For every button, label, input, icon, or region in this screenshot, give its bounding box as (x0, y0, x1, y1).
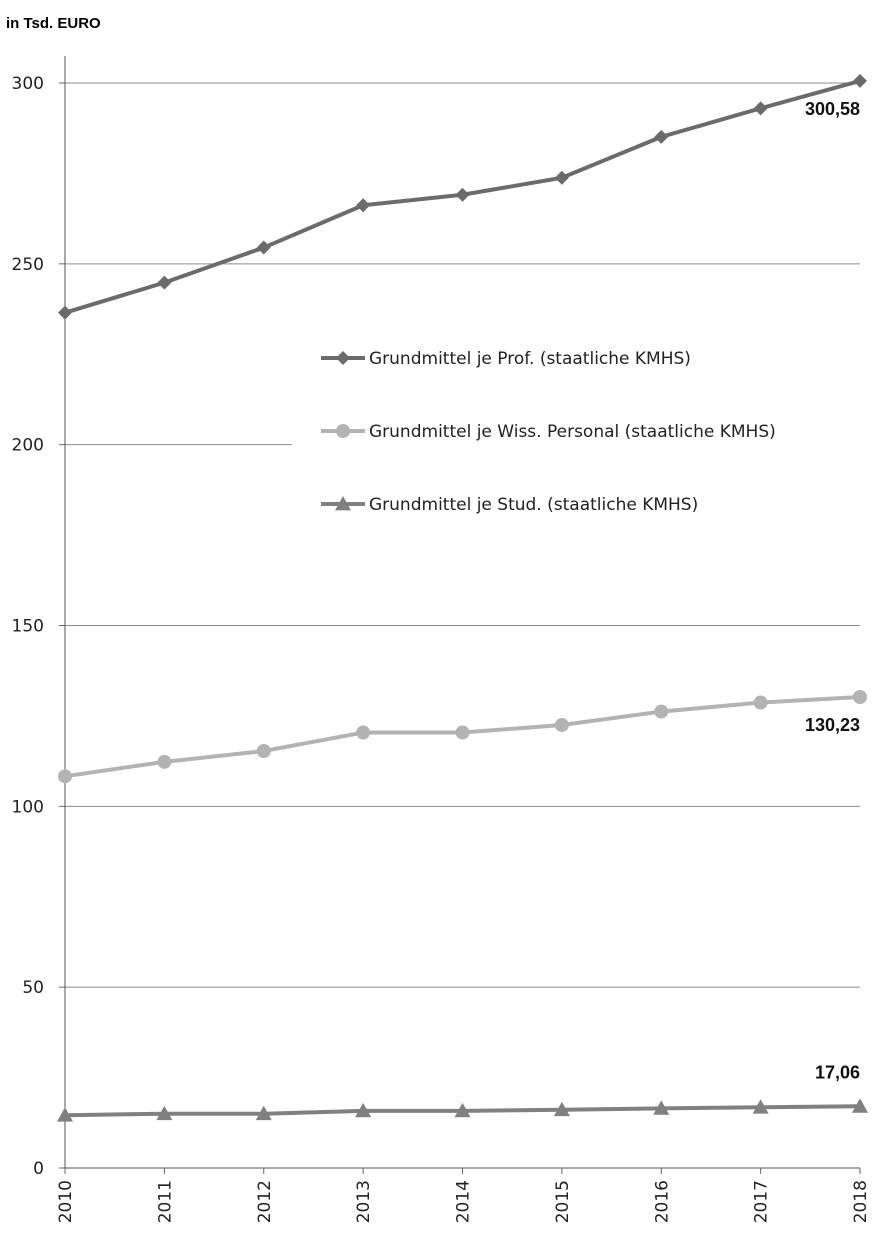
y-tick-label: 0 (33, 1159, 44, 1179)
data-point (554, 717, 569, 732)
data-point (58, 769, 72, 784)
data-labels: 300,58 130,23 17,06 (805, 99, 860, 1082)
data-point (753, 695, 768, 710)
data-point (553, 1101, 570, 1117)
series-lines (57, 73, 868, 1122)
end-value-label: 130,23 (805, 715, 860, 735)
x-tick-label: 2016 (652, 1180, 672, 1223)
x-tick-labels: 2010 2011 2012 2013 2014 2015 2016 2017 2018 (56, 1180, 871, 1223)
data-point (853, 73, 867, 88)
data-point (455, 187, 470, 202)
data-point (853, 690, 867, 705)
x-tick-label: 2014 (454, 1180, 474, 1223)
x-tick-label: 2018 (851, 1180, 871, 1223)
x-tick-label: 2012 (255, 1180, 275, 1223)
legend-marker (336, 351, 350, 365)
axes (59, 56, 861, 1174)
y-tick-label: 250 (12, 255, 44, 275)
data-point (256, 743, 271, 758)
data-point (852, 1098, 868, 1113)
y-tick-label: 300 (12, 74, 44, 94)
data-point (454, 1102, 471, 1118)
data-point (455, 725, 470, 740)
y-tick-label: 200 (12, 436, 44, 456)
y-tick-labels: 0 50 100 150 200 250 300 (12, 74, 44, 1179)
data-point (752, 1099, 769, 1114)
data-point (654, 129, 669, 144)
data-point (157, 754, 172, 769)
legend-entry: Grundmittel je Wiss. Personal (staatlich… (369, 422, 776, 442)
data-point (57, 1107, 73, 1122)
legend: Grundmittel je Prof. (staatliche KMHS) Gr… (321, 349, 776, 515)
y-tick-label: 50 (22, 978, 44, 998)
unit-label: in Tsd. EURO (6, 15, 101, 32)
legend-marker (335, 496, 351, 511)
data-point (356, 198, 371, 213)
data-point (157, 275, 172, 290)
x-tick-label: 2013 (354, 1180, 374, 1223)
data-point (753, 101, 768, 116)
data-point (356, 725, 371, 740)
legend-entry: Grundmittel je Prof. (staatliche KMHS) (369, 349, 691, 369)
data-point (255, 1105, 272, 1121)
y-tick-label: 150 (12, 617, 44, 637)
end-value-label: 300,58 (805, 99, 860, 119)
gridlines (65, 82, 860, 988)
data-point (554, 170, 569, 185)
data-point (654, 704, 669, 719)
x-tick-label: 2011 (155, 1180, 175, 1223)
data-point (653, 1100, 670, 1115)
data-point (156, 1105, 173, 1121)
data-point (256, 240, 271, 255)
x-tick-label: 2017 (752, 1180, 772, 1223)
data-point (355, 1102, 372, 1118)
x-tick-label: 2015 (553, 1180, 573, 1223)
legend-marker (336, 424, 350, 438)
y-tick-label: 100 (12, 797, 44, 817)
legend-entry: Grundmittel je Stud. (staatliche KMHS) (369, 495, 698, 515)
end-value-label: 17,06 (815, 1062, 860, 1082)
data-point (58, 305, 72, 320)
x-tick-label: 2010 (56, 1180, 76, 1223)
